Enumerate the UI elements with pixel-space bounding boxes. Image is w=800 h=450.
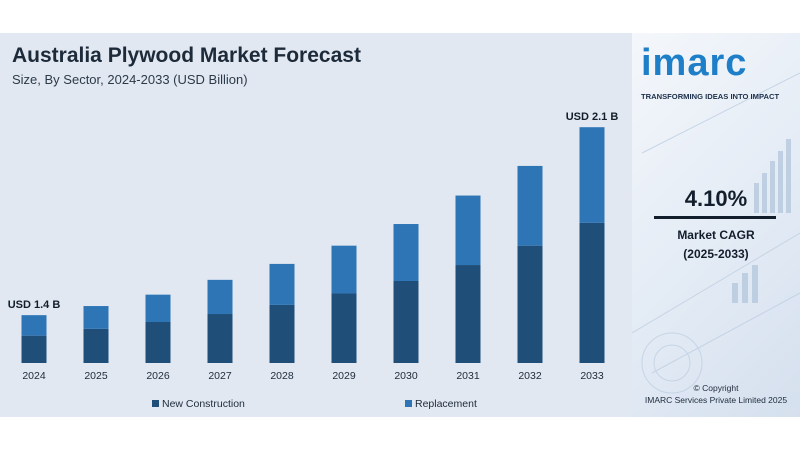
x-tick-label: 2024 <box>22 370 46 382</box>
decorative-graphic <box>632 72 800 394</box>
copyright-line: © Copyright <box>693 383 739 393</box>
cagr-period: (2025-2033) <box>683 247 749 261</box>
bar-new-construction <box>145 321 171 363</box>
logo-tagline: TRANSFORMING IDEAS INTO IMPACT <box>641 92 780 101</box>
bar-new-construction <box>455 265 481 363</box>
bar-replacement <box>331 245 357 294</box>
legend-label: Replacement <box>415 398 477 410</box>
x-tick-label: 2028 <box>270 370 294 382</box>
imarc-logo: imarc TRANSFORMING IDEAS INTO IMPACT <box>641 42 791 106</box>
chart-title: Australia Plywood Market Forecast <box>12 44 361 67</box>
bar-new-construction <box>269 304 295 363</box>
data-label: USD 2.1 B <box>566 111 619 123</box>
data-label: USD 1.4 B <box>8 299 61 311</box>
x-tick-label: 2025 <box>84 370 108 382</box>
bar-new-construction <box>21 335 47 363</box>
x-tick-label: 2029 <box>332 370 356 382</box>
bar-new-construction <box>393 280 419 363</box>
legend-swatch <box>405 400 412 407</box>
bar-new-construction <box>83 328 109 363</box>
bar-new-construction <box>207 314 233 363</box>
chart-subtitle: Size, By Sector, 2024-2033 (USD Billion) <box>12 72 248 87</box>
cagr-label: Market CAGR <box>677 228 755 242</box>
x-tick-label: 2027 <box>208 370 232 382</box>
bar-replacement <box>207 279 233 315</box>
sidebar-panel <box>632 33 800 417</box>
x-tick-label: 2030 <box>394 370 418 382</box>
cagr-value: 4.10% <box>684 186 748 211</box>
x-tick-label: 2032 <box>518 370 542 382</box>
x-tick-label: 2033 <box>580 370 604 382</box>
bar-replacement <box>145 294 171 322</box>
copyright-owner: IMARC Services Private Limited 2025 <box>644 395 788 405</box>
bar-replacement <box>517 165 543 246</box>
bar-chart: 2024 USD 1.4 B 2025 2026 2027 2028 2029 2030 203… <box>8 111 619 410</box>
bar-replacement <box>455 195 481 266</box>
bar-replacement <box>83 306 109 329</box>
bar-replacement <box>579 127 605 223</box>
x-tick-label: 2031 <box>456 370 480 382</box>
bar-replacement <box>21 315 47 336</box>
cagr-divider <box>654 216 776 219</box>
bar-new-construction <box>579 222 605 363</box>
legend-swatch <box>152 400 159 407</box>
x-tick-label: 2026 <box>146 370 170 382</box>
bar-replacement <box>393 224 419 281</box>
bar-replacement <box>269 263 295 305</box>
logo-wordmark: imarc <box>641 42 748 84</box>
legend-label: New Construction <box>162 398 245 410</box>
bar-new-construction <box>517 245 543 363</box>
bar-new-construction <box>331 293 357 363</box>
